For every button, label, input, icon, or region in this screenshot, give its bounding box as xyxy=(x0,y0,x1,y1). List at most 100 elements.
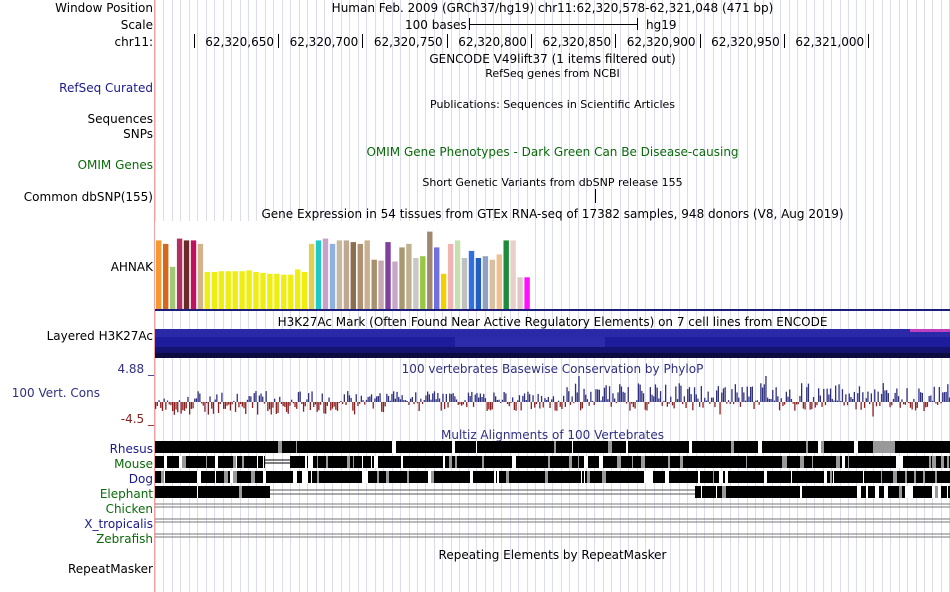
cons-bar xyxy=(688,387,691,402)
layered-h3k27ac-label[interactable]: Layered H3K27Ac xyxy=(46,329,153,343)
species-x-tropicalis[interactable]: X_tropicalis xyxy=(84,517,153,531)
sequences-label[interactable]: Sequences xyxy=(87,112,153,126)
cons-bar xyxy=(625,402,628,404)
gtex-tissue-bar[interactable] xyxy=(524,277,530,309)
cons-bar xyxy=(780,398,782,402)
alignment-gap xyxy=(854,441,858,453)
h3k27ac-title: H3K27Ac Mark (Often Found Near Active Re… xyxy=(277,315,828,329)
gtex-tissue-bar[interactable] xyxy=(392,261,398,310)
gtex-tissue-bar[interactable] xyxy=(461,258,468,309)
gtex-tissue-bar[interactable] xyxy=(399,247,405,309)
species-chicken[interactable]: Chicken xyxy=(105,502,153,516)
gtex-tissue-bar[interactable] xyxy=(385,242,391,309)
gtex-tissue-bar[interactable] xyxy=(176,238,183,309)
gtex-tissue-bar[interactable] xyxy=(156,240,162,309)
gtex-tissue-bar[interactable] xyxy=(246,270,252,309)
gtex-tissue-bar[interactable] xyxy=(274,273,280,309)
gtex-tissue-bar[interactable] xyxy=(406,243,412,309)
species-zebrafish[interactable]: Zebrafish xyxy=(96,532,153,546)
gtex-tissue-bar[interactable] xyxy=(315,240,322,309)
alignment-gap xyxy=(608,441,612,453)
gtex-tissue-bar[interactable] xyxy=(267,273,273,309)
alignment-gap xyxy=(305,456,307,468)
dbsnp-label[interactable]: Common dbSNP(155) xyxy=(23,190,153,204)
gtex-tissue-bar[interactable] xyxy=(329,243,336,309)
snps-label[interactable]: SNPs xyxy=(123,127,153,141)
gtex-tissue-bar[interactable] xyxy=(496,254,502,309)
gtex-tissue-bar[interactable] xyxy=(322,238,329,309)
gtex-tissue-bar[interactable] xyxy=(281,274,287,309)
gtex-tissue-bar[interactable] xyxy=(169,266,176,309)
gtex-tissue-bar[interactable] xyxy=(503,240,509,309)
cons-bar xyxy=(909,402,912,408)
gtex-tissue-bar[interactable] xyxy=(163,243,169,309)
gtex-tissue-bar[interactable] xyxy=(288,274,294,309)
cons-track[interactable] xyxy=(155,376,950,426)
gtex-tissue-bar[interactable] xyxy=(253,272,259,309)
h3k27ac-band-bottom xyxy=(155,353,950,358)
repeatmasker-label[interactable]: RepeatMasker xyxy=(67,562,153,576)
gtex-tissue-bar[interactable] xyxy=(447,243,454,309)
gtex-tissue-bar[interactable] xyxy=(211,272,217,309)
multiz-track[interactable] xyxy=(155,441,950,546)
cons-bar xyxy=(291,399,293,402)
species-mouse[interactable]: Mouse xyxy=(114,457,153,471)
gtex-tissue-bar[interactable] xyxy=(475,258,482,309)
alignment-gap xyxy=(713,471,714,483)
gtex-tissue-bar[interactable] xyxy=(364,240,370,309)
gtex-tissue-bar[interactable] xyxy=(295,269,301,309)
gtex-tissue-bar[interactable] xyxy=(302,272,308,309)
h3k27ac-track[interactable] xyxy=(155,329,950,358)
gtex-tissue-bar[interactable] xyxy=(468,250,475,309)
dbsnp-variant[interactable] xyxy=(595,189,596,203)
gtex-tissue-bar[interactable] xyxy=(218,271,224,309)
alignment-gap xyxy=(455,456,457,468)
gtex-tissue-bar[interactable] xyxy=(454,240,461,309)
alignment-block xyxy=(155,441,950,453)
gtex-tissue-bar[interactable] xyxy=(197,243,204,309)
gtex-tissue-bar[interactable] xyxy=(489,259,495,309)
cons-bar xyxy=(826,388,828,402)
gtex-tissue-bar[interactable] xyxy=(357,243,363,309)
gtex-tissue-bar[interactable] xyxy=(308,243,315,309)
alignment-gap xyxy=(206,456,207,468)
gtex-tissue-bar[interactable] xyxy=(225,271,231,309)
gtex-tissue-bar[interactable] xyxy=(420,256,426,309)
gtex-tissue-bar[interactable] xyxy=(343,240,350,309)
cons-bar xyxy=(858,386,861,402)
gtex-tissue-bar[interactable] xyxy=(413,258,419,309)
gtex-tissue-bar[interactable] xyxy=(510,240,516,309)
gtex-tissue-bar[interactable] xyxy=(434,247,440,309)
cons-bar xyxy=(437,393,439,402)
cons-bar xyxy=(852,398,854,402)
cons-bar xyxy=(338,402,340,403)
gtex-tissue-bar[interactable] xyxy=(239,271,245,309)
gtex-chart[interactable] xyxy=(155,221,533,309)
ahnak-label[interactable]: AHNAK xyxy=(110,260,153,274)
cons-bar xyxy=(576,392,578,402)
refseq-curated-label[interactable]: RefSeq Curated xyxy=(59,81,153,95)
gtex-tissue-bar[interactable] xyxy=(260,272,266,309)
gtex-tissue-bar[interactable] xyxy=(378,260,384,309)
gtex-tissue-bar[interactable] xyxy=(517,277,523,309)
gtex-tissue-bar[interactable] xyxy=(183,240,190,309)
grid-line xyxy=(831,0,832,592)
gtex-tissue-bar[interactable] xyxy=(440,273,447,309)
species-dog[interactable]: Dog xyxy=(128,472,153,486)
gtex-tissue-bar[interactable] xyxy=(350,242,356,309)
species-elephant[interactable]: Elephant xyxy=(99,487,153,501)
gtex-tissue-bar[interactable] xyxy=(427,231,433,309)
gtex-tissue-bar[interactable] xyxy=(336,240,343,309)
gtex-tissue-bar[interactable] xyxy=(232,271,238,309)
species-rhesus[interactable]: Rhesus xyxy=(109,442,153,456)
omim-genes-label[interactable]: OMIM Genes xyxy=(77,158,153,172)
gtex-tissue-bar[interactable] xyxy=(204,272,210,309)
gtex-tissue-bar[interactable] xyxy=(482,256,489,309)
cons-bar xyxy=(843,402,845,406)
cons-label[interactable]: 100 Vert. Cons xyxy=(11,386,100,400)
cons-bar xyxy=(559,402,561,407)
cons-bar xyxy=(525,400,527,402)
alignment-gap xyxy=(812,456,813,468)
gtex-tissue-bar[interactable] xyxy=(371,259,377,309)
gtex-tissue-bar[interactable] xyxy=(190,240,197,309)
